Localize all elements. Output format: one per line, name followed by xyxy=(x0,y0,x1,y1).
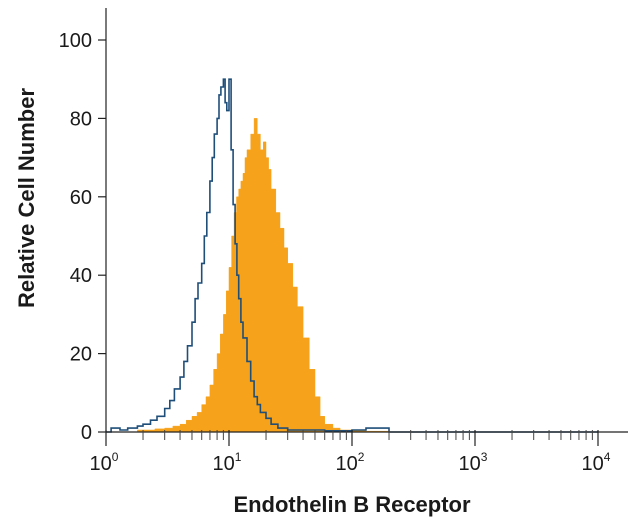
x-tick-label: 104 xyxy=(582,450,611,475)
y-axis-title: Relative Cell Number xyxy=(14,88,39,309)
y-tick-label: 60 xyxy=(70,187,92,209)
y-tick-label: 0 xyxy=(81,422,92,444)
y-tick-label: 100 xyxy=(59,30,92,52)
x-tick-label: 101 xyxy=(213,450,242,475)
plot-series xyxy=(106,78,598,433)
x-tick-label: 102 xyxy=(336,450,365,475)
y-tick-label: 20 xyxy=(70,344,92,366)
x-tick-exponent: 1 xyxy=(235,450,242,464)
y-tick-label: 40 xyxy=(70,265,92,287)
axes xyxy=(98,8,628,446)
y-tick-label: 80 xyxy=(70,108,92,130)
x-tick-label: 103 xyxy=(459,450,488,475)
x-tick-exponent: 3 xyxy=(481,450,488,464)
x-axis-title: Endothelin B Receptor xyxy=(233,492,471,517)
series-filled-histogram xyxy=(106,118,598,433)
x-tick-exponent: 0 xyxy=(112,450,119,464)
x-tick-label: 100 xyxy=(90,450,119,475)
x-tick-exponent: 4 xyxy=(604,450,611,464)
series-outline-histogram xyxy=(106,78,598,433)
x-tick-exponent: 2 xyxy=(358,450,365,464)
